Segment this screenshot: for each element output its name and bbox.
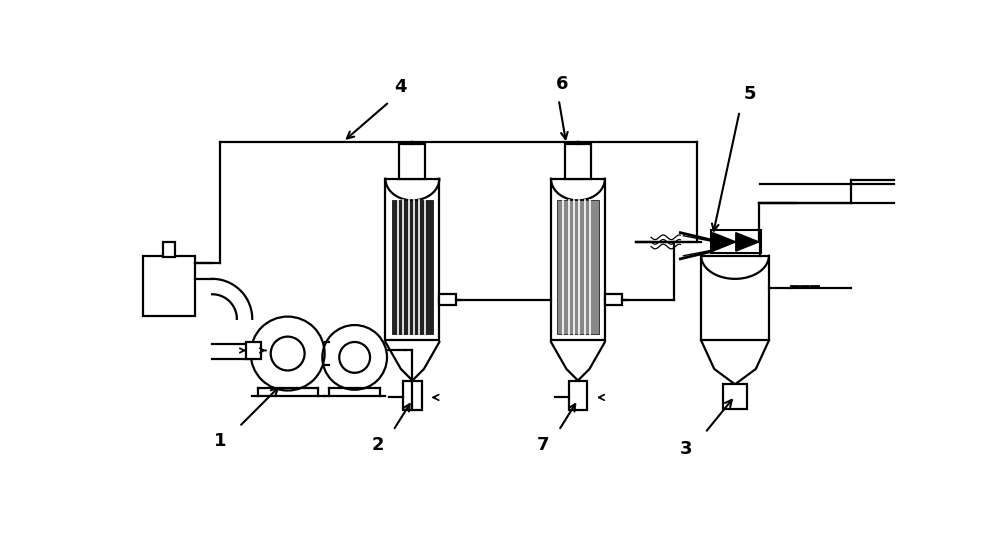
Bar xyxy=(557,200,599,334)
Bar xyxy=(723,384,747,409)
Bar xyxy=(246,342,261,359)
Text: 2: 2 xyxy=(372,436,384,454)
Bar xyxy=(403,381,422,410)
Bar xyxy=(392,200,433,334)
Bar xyxy=(439,294,456,305)
Text: 3: 3 xyxy=(680,440,692,458)
Text: 5: 5 xyxy=(743,85,756,104)
Text: 1: 1 xyxy=(214,432,226,450)
Bar xyxy=(565,144,591,179)
Bar xyxy=(385,179,439,340)
Bar xyxy=(551,179,605,340)
Bar xyxy=(569,381,587,410)
Text: 7: 7 xyxy=(537,436,550,454)
Bar xyxy=(701,256,769,340)
Text: 6: 6 xyxy=(556,76,569,93)
Bar xyxy=(399,144,425,179)
Polygon shape xyxy=(736,233,759,251)
Bar xyxy=(711,231,761,253)
Bar xyxy=(143,256,195,316)
Polygon shape xyxy=(713,233,736,251)
Bar xyxy=(605,294,622,305)
Bar xyxy=(163,242,175,257)
Text: 4: 4 xyxy=(395,78,407,96)
